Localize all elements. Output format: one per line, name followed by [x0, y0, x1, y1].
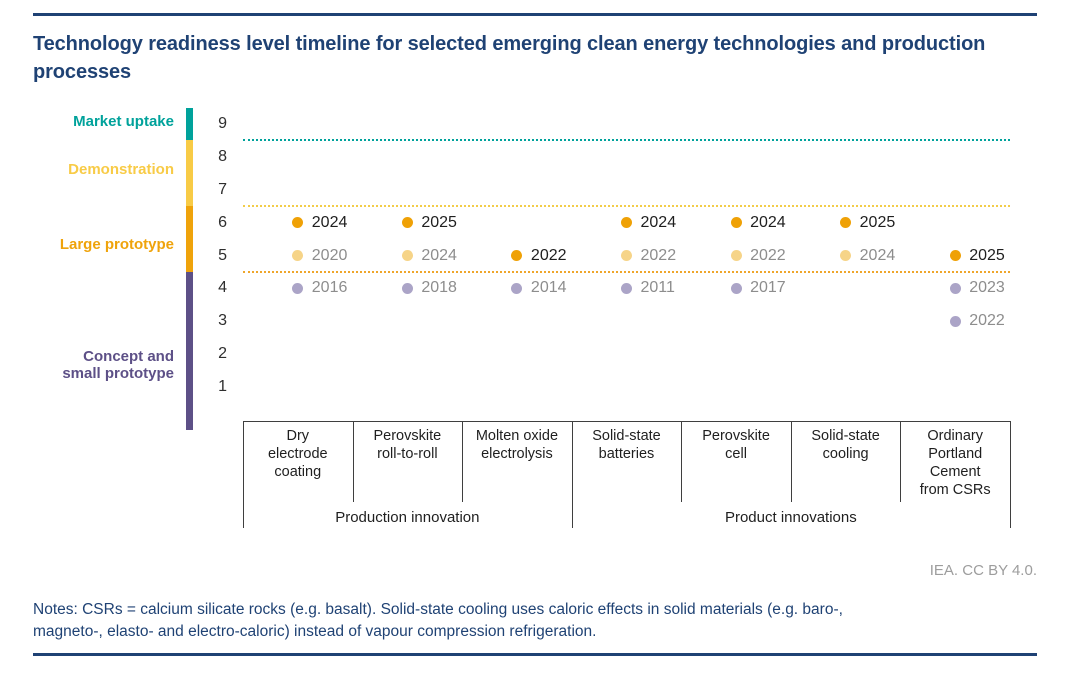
column-separator-0 — [243, 421, 244, 528]
trl-year-1-2018: 2018 — [421, 279, 457, 297]
stage-bar-demonstration — [186, 140, 193, 207]
stage-label-large-prototype: Large prototype — [59, 235, 174, 253]
trl-dot-6-2025 — [949, 250, 961, 261]
trl-dot-4-2024 — [730, 217, 742, 229]
trl-dot-3-2022 — [621, 250, 632, 261]
y-tick-4: 4 — [218, 279, 227, 297]
trl-year-5-2024: 2024 — [859, 246, 896, 264]
trl-year-0-2016: 2016 — [311, 279, 348, 297]
column-separator-5 — [790, 421, 792, 502]
license-credit: IEA. CC BY 4.0. — [929, 562, 1037, 579]
trl-year-6-2023: 2023 — [969, 279, 1005, 297]
y-tick-2: 2 — [218, 345, 227, 363]
column-separator-1 — [352, 421, 354, 502]
trl-dot-0-2016 — [292, 282, 304, 294]
trl-year-6-2025: 2025 — [969, 246, 1005, 264]
category-label-3: Solid-state batteries — [592, 428, 661, 462]
y-tick-8: 8 — [218, 147, 227, 165]
column-separator-3 — [571, 421, 573, 528]
trl-year-4-2017: 2017 — [750, 279, 786, 297]
trl-dot-6-2022 — [949, 315, 961, 327]
category-label-5: Solid-state cooling — [811, 428, 880, 462]
trl-year-0-2020: 2020 — [311, 246, 348, 264]
trl-year-6-2022: 2022 — [969, 312, 1005, 330]
y-tick-3: 3 — [218, 312, 227, 330]
y-tick-7: 7 — [218, 180, 227, 198]
notes-line-2: magneto-, elasto- and electro-caloric) i… — [33, 622, 597, 640]
stage-label-market-uptake: Market uptake — [73, 112, 174, 130]
category-label-1: Perovskite roll-to-roll — [373, 428, 442, 462]
stage-bar-concept-and-small-prototype — [186, 271, 193, 430]
column-separator-7 — [1010, 421, 1011, 528]
trl-dot-0-2024 — [292, 217, 304, 229]
trl-dot-0-2020 — [292, 250, 304, 261]
column-separator-6 — [900, 421, 902, 502]
trl-dot-4-2017 — [730, 282, 742, 294]
trl-dot-1-2018 — [401, 282, 413, 294]
category-label-6: Ordinary Portland Cement from CSRs — [919, 428, 991, 498]
trl-year-4-2022: 2022 — [750, 246, 786, 264]
trl-year-4-2024: 2024 — [750, 213, 786, 231]
stage-bar-market-uptake — [186, 108, 193, 141]
trl-year-1-2025: 2025 — [421, 213, 457, 231]
trl-year-5-2025: 2025 — [859, 213, 896, 231]
category-label-2: Molten oxide electrolysis — [475, 428, 559, 462]
trl-year-0-2024: 2024 — [311, 213, 348, 231]
y-tick-6: 6 — [218, 213, 227, 231]
trl-year-2-2022: 2022 — [530, 246, 567, 264]
trl-year-3-2022: 2022 — [640, 246, 677, 264]
stage-bar-large-prototype — [186, 206, 193, 272]
trl-dot-5-2025 — [840, 217, 852, 229]
chart-notes: Notes: CSRs = calcium silicate rocks (e.… — [33, 599, 1033, 642]
threshold-line-8.5 — [243, 139, 1010, 142]
y-tick-5: 5 — [218, 246, 227, 264]
threshold-line-6.5 — [243, 205, 1010, 208]
trl-year-3-2011: 2011 — [640, 279, 675, 297]
trl-dot-3-2024 — [621, 217, 632, 229]
trl-dot-2-2014 — [511, 282, 523, 294]
category-group-label-1: Product innovations — [724, 509, 857, 526]
column-separator-4 — [681, 421, 683, 502]
top-divider — [33, 13, 1037, 16]
trl-dot-3-2011 — [621, 282, 632, 294]
trl-year-1-2024: 2024 — [421, 246, 457, 264]
y-tick-9: 9 — [218, 115, 227, 132]
threshold-line-4.5 — [243, 270, 1010, 273]
category-group-label-0: Production innovation — [335, 509, 480, 526]
y-tick-1: 1 — [218, 378, 227, 395]
stage-label-concept-and-small-prototype: Concept and small prototype — [62, 348, 174, 382]
notes-line-1: Notes: CSRs = calcium silicate rocks (e.… — [33, 601, 843, 618]
trl-dot-2-2022 — [511, 250, 523, 261]
trl-year-2-2014: 2014 — [530, 279, 567, 297]
stage-label-demonstration: Demonstration — [68, 160, 174, 178]
trl-dot-4-2022 — [730, 250, 742, 261]
trl-year-3-2024: 2024 — [640, 213, 677, 231]
trl-dot-1-2025 — [401, 217, 413, 229]
column-separator-2 — [462, 421, 464, 502]
chart-title: Technology readiness level timeline for … — [33, 33, 986, 83]
trl-dot-1-2024 — [401, 250, 413, 261]
category-label-4: Perovskite cell — [702, 428, 770, 462]
trl-dot-5-2024 — [840, 250, 852, 261]
category-label-0: Dry electrode coating — [267, 428, 328, 480]
x-axis-line — [243, 421, 1010, 422]
bottom-divider — [33, 653, 1037, 656]
trl-dot-6-2023 — [949, 282, 961, 294]
